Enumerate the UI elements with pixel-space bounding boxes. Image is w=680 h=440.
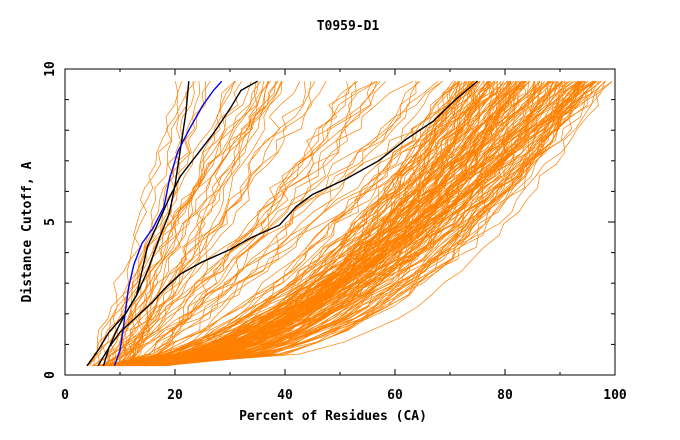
model-curve <box>117 80 461 367</box>
y-axis-label: Distance Cutoff, A <box>20 161 35 302</box>
model-curve <box>120 80 478 367</box>
model-curve <box>103 81 501 367</box>
model-curve <box>146 81 581 367</box>
x-tick-label: 0 <box>61 388 69 403</box>
model-curve <box>116 80 387 367</box>
model-curve <box>141 80 377 366</box>
model-curve <box>147 81 517 367</box>
model-curve <box>121 80 491 367</box>
model-curve <box>119 81 491 367</box>
model-curve <box>118 81 585 367</box>
x-tick-label: 20 <box>167 388 183 403</box>
model-curve <box>114 81 593 367</box>
model-curve <box>147 80 502 367</box>
x-tick-label: 40 <box>277 388 293 403</box>
model-curve <box>108 80 443 367</box>
model-curve <box>109 80 460 367</box>
model-curve <box>124 81 235 367</box>
model-curve <box>115 80 211 367</box>
model-curve <box>107 81 265 367</box>
model-curve <box>122 80 545 367</box>
model-curve <box>165 81 495 367</box>
highlighted-model-curves <box>86 80 478 367</box>
model-curve <box>149 80 551 367</box>
model-curve <box>146 81 542 367</box>
model-curve <box>127 81 269 367</box>
model-curve <box>126 80 517 367</box>
model-curve <box>111 81 195 366</box>
x-tick-label: 80 <box>497 388 513 403</box>
x-axis-label: Percent of Residues (CA) <box>239 409 427 424</box>
model-curve <box>145 80 356 367</box>
model-curve <box>160 81 586 367</box>
model-curve <box>145 81 581 367</box>
model-curve <box>107 81 259 366</box>
model-curve <box>109 81 179 366</box>
model-curve <box>103 81 460 367</box>
model-curve <box>102 80 421 367</box>
model-curve <box>146 80 359 367</box>
model-curve <box>111 81 579 367</box>
model-curve <box>127 80 454 367</box>
model-curve <box>134 81 567 367</box>
model-curve <box>115 80 566 367</box>
model-curve <box>106 80 414 366</box>
model-curve <box>98 80 474 367</box>
model-curve <box>118 81 183 367</box>
model-curve <box>122 80 574 367</box>
highlight-series-line <box>86 80 258 367</box>
model-curve <box>147 80 605 367</box>
model-curve <box>129 81 350 367</box>
model-curve <box>146 80 439 367</box>
model-curve <box>89 81 282 366</box>
model-curve <box>93 80 262 366</box>
model-curve <box>109 81 316 367</box>
model-curve <box>117 81 498 367</box>
y-tick-label: 5 <box>43 218 58 226</box>
model-curve <box>129 81 559 367</box>
model-curve <box>129 81 481 367</box>
x-tick-label: 60 <box>387 388 403 403</box>
model-curve <box>87 80 271 367</box>
model-curve <box>140 81 599 367</box>
model-curve <box>128 81 201 366</box>
highlight-series-line <box>97 80 478 367</box>
axes: 0 20 40 60 80 100 0 5 10 <box>43 61 627 403</box>
model-curve <box>167 81 495 367</box>
model-curves-bundle <box>87 80 613 367</box>
model-curve <box>127 80 196 366</box>
highlight-series-line <box>113 80 223 367</box>
model-curve <box>103 80 589 367</box>
model-curve <box>120 81 279 366</box>
model-curve <box>104 80 613 367</box>
model-curve <box>124 81 312 367</box>
model-curve <box>152 80 582 367</box>
model-curve <box>104 81 510 367</box>
y-tick-label: 0 <box>43 371 58 379</box>
y-tick-label: 10 <box>43 61 58 77</box>
model-curve <box>92 80 278 367</box>
highlight-series-line <box>102 81 190 367</box>
model-curve <box>137 80 596 367</box>
model-curve <box>125 81 357 367</box>
model-curve <box>122 81 526 367</box>
model-curve <box>141 81 485 367</box>
model-curve <box>100 80 468 367</box>
model-curve <box>119 81 283 367</box>
model-curve <box>109 80 509 367</box>
chart-title: T0959-D1 <box>317 19 380 34</box>
model-curve <box>120 81 373 367</box>
model-curve <box>129 80 481 367</box>
model-curve <box>103 81 523 367</box>
model-curve <box>142 80 602 367</box>
x-tick-label: 100 <box>603 388 627 403</box>
model-curve <box>145 81 476 367</box>
model-curve <box>105 81 419 367</box>
model-curve <box>120 80 236 367</box>
model-curve <box>164 81 473 367</box>
model-curve <box>101 80 485 367</box>
model-curve <box>162 81 534 367</box>
